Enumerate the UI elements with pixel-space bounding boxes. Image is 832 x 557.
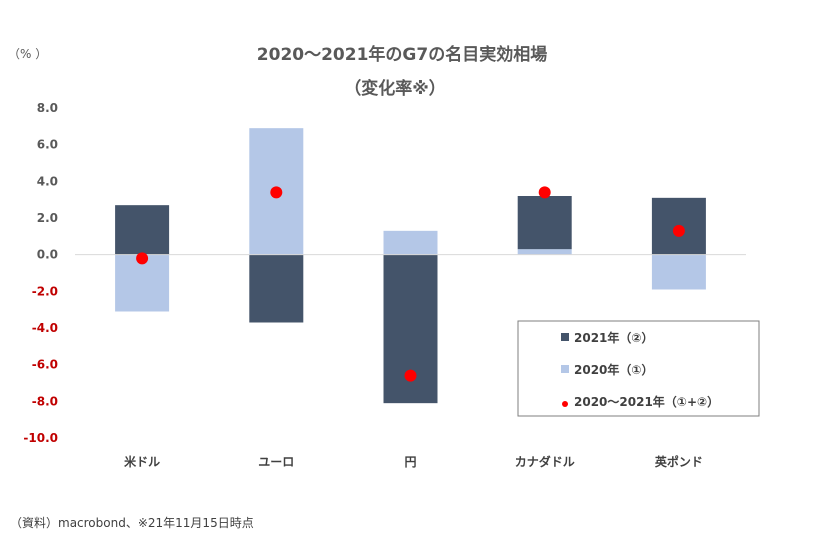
x-tick-label: 円 bbox=[404, 455, 416, 469]
point-total-0 bbox=[136, 252, 149, 265]
point-total-2 bbox=[404, 369, 417, 382]
point-total-3 bbox=[538, 186, 551, 199]
y-tick-label: 2.0 bbox=[37, 211, 58, 225]
point-total-1 bbox=[270, 186, 283, 199]
legend-swatch-2 bbox=[562, 401, 568, 407]
bar-2020-3 bbox=[517, 249, 572, 255]
x-tick-label: ユーロ bbox=[258, 455, 294, 469]
chart-subtitle: （変化率※） bbox=[344, 78, 446, 99]
chart-title: 2020～2021年のG7の名目実効相場 bbox=[257, 44, 547, 65]
y-tick-label: -8.0 bbox=[32, 394, 58, 408]
legend-label-0: 2021年（②） bbox=[574, 330, 654, 345]
footnote: （資料）macrobond、※21年11月15日時点 bbox=[10, 516, 254, 530]
y-tick-label: 0.0 bbox=[37, 248, 58, 262]
x-tick-label: 米ドル bbox=[124, 454, 160, 469]
y-tick-label: 6.0 bbox=[37, 138, 58, 152]
x-tick-label: カナダドル bbox=[515, 454, 575, 469]
legend-box bbox=[517, 320, 760, 417]
legend-swatch-1 bbox=[561, 365, 569, 373]
legend-label-1: 2020年（①） bbox=[574, 362, 654, 377]
bar-2021-3 bbox=[517, 196, 572, 250]
bar-2021-1 bbox=[249, 254, 304, 323]
legend-label-2: 2020～2021年（①+②） bbox=[574, 394, 719, 409]
bar-2021-0 bbox=[115, 205, 170, 255]
x-tick-label: 英ポンド bbox=[655, 454, 703, 469]
legend: 2021年（②） 2020年（①） 2020～2021年（①+②） bbox=[517, 320, 760, 417]
y-tick-label: 4.0 bbox=[37, 174, 58, 188]
y-tick-label: -10.0 bbox=[23, 431, 58, 445]
y-axis-unit: （% ） bbox=[8, 47, 47, 61]
y-tick-label: 8.0 bbox=[37, 101, 58, 115]
y-tick-label: -2.0 bbox=[32, 284, 58, 298]
bar-2020-2 bbox=[383, 230, 438, 255]
y-tick-label: -6.0 bbox=[32, 358, 58, 372]
bar-2020-4 bbox=[651, 254, 706, 290]
legend-swatch-0 bbox=[561, 333, 569, 341]
point-total-4 bbox=[672, 224, 685, 237]
y-tick-label: -4.0 bbox=[32, 321, 58, 335]
